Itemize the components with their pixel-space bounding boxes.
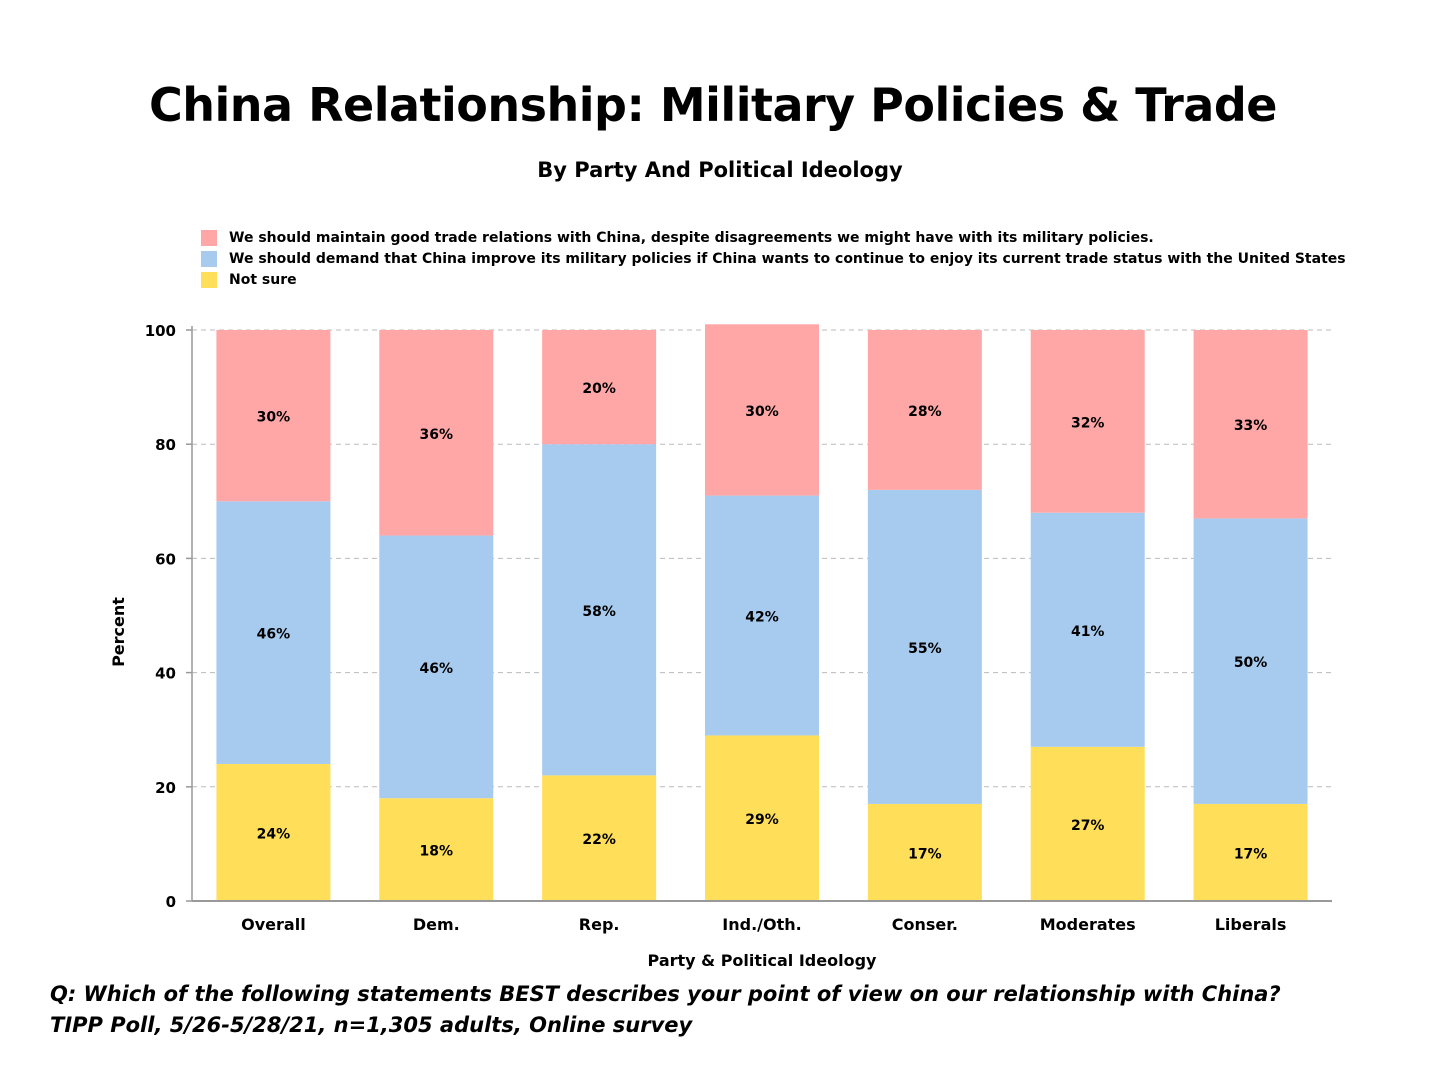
data-label: 22% (582, 832, 616, 848)
bar-segment-trade (216, 330, 331, 502)
legend-label-trade: We should maintain good trade relations … (229, 229, 1154, 246)
bar-segment-demand (542, 444, 657, 776)
data-label: 20% (582, 381, 616, 397)
chart-title: China Relationship: Military Policies & … (149, 78, 1277, 132)
legend-label-not-sure: Not sure (229, 271, 297, 288)
bar-segment-demand (216, 501, 331, 764)
y-tick-label: 80 (155, 436, 176, 454)
legend-swatch-not-sure (201, 271, 217, 288)
bar-segment-not-sure (705, 735, 819, 901)
y-tick-label: 60 (155, 550, 176, 568)
data-label: 18% (420, 844, 454, 860)
x-tick-label: Rep. (579, 915, 620, 934)
data-label: 50% (1234, 655, 1268, 671)
x-tick-label: Ind./Oth. (722, 915, 801, 934)
data-label: 55% (908, 641, 942, 657)
chart-subtitle: By Party And Political Ideology (537, 158, 903, 182)
y-tick-label: 20 (155, 779, 176, 797)
bar-segment-demand (1193, 518, 1308, 804)
bar-segment-trade (705, 324, 819, 496)
data-label: 41% (1071, 624, 1105, 640)
bar-segment-not-sure (379, 798, 494, 901)
bar-segment-not-sure (867, 803, 982, 901)
legend-swatch-trade (201, 229, 217, 246)
legend-item-not-sure: Not sure (201, 269, 1346, 290)
bar-segment-demand (1030, 512, 1145, 747)
data-label: 17% (1234, 846, 1268, 862)
legend-item-demand: We should demand that China improve its … (201, 248, 1346, 269)
data-label: 32% (1071, 415, 1105, 431)
data-label: 30% (257, 410, 291, 426)
bar-segment-not-sure (1193, 803, 1308, 901)
bar-segment-trade (1030, 330, 1145, 513)
data-label: 46% (257, 627, 291, 643)
bar-segment-trade (542, 330, 657, 445)
bar-segment-not-sure (542, 775, 657, 901)
survey-question: Q: Which of the following statements BES… (50, 982, 1281, 1006)
legend-item-trade: We should maintain good trade relations … (201, 227, 1346, 248)
data-label: 27% (1071, 818, 1105, 834)
x-tick-label: Liberals (1215, 915, 1287, 934)
y-tick-label: 100 (145, 322, 176, 340)
bar-segment-demand (379, 535, 494, 799)
data-label: 42% (745, 610, 779, 626)
x-tick-label: Conser. (892, 915, 958, 934)
bar-segment-not-sure (216, 763, 331, 901)
bar-segment-trade (379, 330, 494, 536)
bar-segment-not-sure (1030, 746, 1145, 901)
y-tick-label: 0 (166, 893, 176, 911)
data-label: 58% (582, 604, 616, 620)
x-tick-label: Dem. (413, 915, 460, 934)
survey-source: TIPP Poll, 5/26-5/28/21, n=1,305 adults,… (50, 1013, 693, 1037)
bar-segment-trade (867, 330, 982, 490)
y-axis-title: Percent (109, 597, 128, 667)
data-label: 17% (908, 846, 942, 862)
data-label: 28% (908, 404, 942, 420)
x-axis-title: Party & Political Ideology (648, 951, 877, 970)
data-label: 36% (420, 427, 454, 443)
data-label: 24% (257, 826, 291, 842)
bar-segment-trade (1193, 330, 1308, 519)
data-label: 46% (420, 661, 454, 677)
x-tick-label: Overall (241, 915, 306, 934)
data-label: 33% (1234, 418, 1268, 434)
bar-segment-demand (867, 489, 982, 804)
y-tick-label: 40 (155, 665, 176, 683)
bar-segment-demand (705, 495, 819, 736)
data-label: 30% (745, 404, 779, 420)
legend: We should maintain good trade relations … (201, 227, 1346, 290)
legend-swatch-demand (201, 250, 217, 267)
x-tick-label: Moderates (1040, 915, 1136, 934)
legend-label-demand: We should demand that China improve its … (229, 250, 1346, 267)
data-label: 29% (745, 812, 779, 828)
